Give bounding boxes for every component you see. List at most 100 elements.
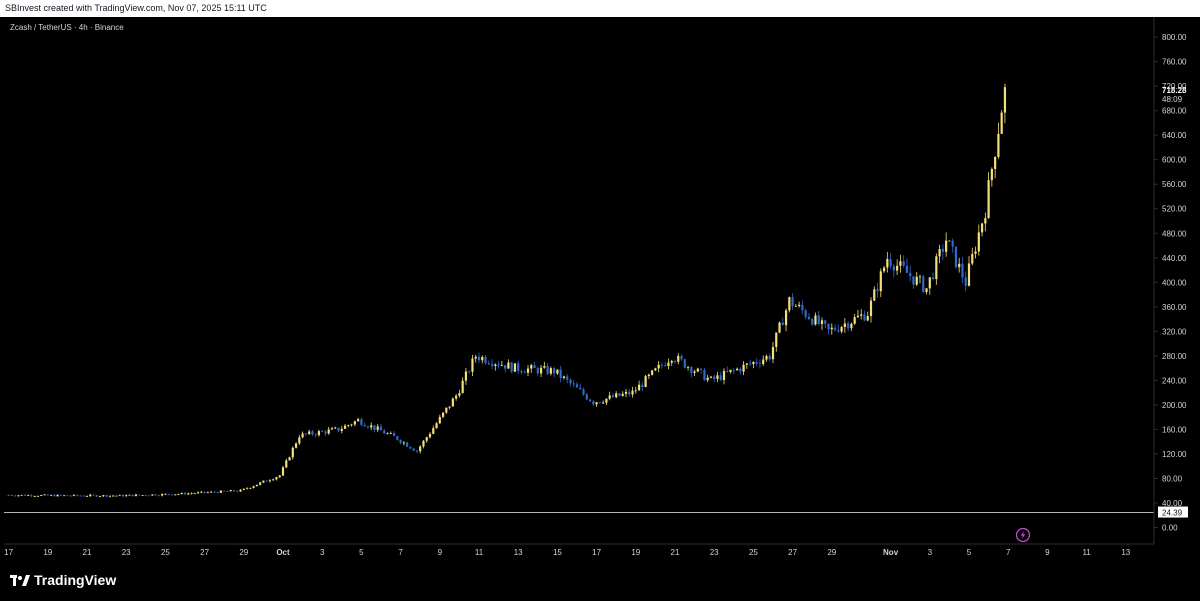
candle-up bbox=[249, 487, 252, 489]
symbol-label[interactable]: Zcash / TetherUS · 4h · Binance bbox=[10, 23, 124, 32]
candle-down bbox=[892, 266, 895, 271]
candle-down bbox=[415, 450, 419, 452]
candle-up bbox=[507, 362, 510, 369]
candle-up bbox=[108, 495, 111, 497]
candle-up bbox=[200, 491, 203, 493]
candle-up bbox=[112, 495, 115, 497]
candle-down bbox=[755, 362, 758, 364]
candle-up bbox=[455, 395, 458, 399]
lightning-icon[interactable] bbox=[1015, 527, 1031, 543]
candle-down bbox=[847, 323, 850, 329]
candle-down bbox=[14, 495, 17, 497]
candle-up bbox=[288, 457, 291, 461]
candle-up bbox=[386, 433, 389, 435]
candle-up bbox=[840, 327, 843, 332]
candle-down bbox=[46, 494, 49, 496]
candle-up bbox=[481, 356, 484, 361]
time-tick-label: 17 bbox=[4, 548, 13, 557]
candle-down bbox=[183, 492, 187, 495]
chart-frame[interactable]: 0.00 40.00 80.00 120.00 160.00 200.00 240.00 28… bbox=[4, 17, 1196, 562]
candle-up bbox=[451, 398, 454, 407]
time-axis[interactable]: 17 19 21 23 25 27 29 Oct 3 5 7 9 11 13 15 17 19 21 23 25 27 2… bbox=[4, 543, 1154, 557]
candle-up bbox=[161, 493, 164, 496]
price-chart[interactable]: 0.00 40.00 80.00 120.00 160.00 200.00 240.00 28… bbox=[4, 17, 1196, 562]
candle-down bbox=[719, 375, 722, 380]
candle-up bbox=[677, 355, 680, 362]
candle-down bbox=[922, 276, 925, 293]
candle-up bbox=[187, 493, 190, 495]
candle-up bbox=[262, 480, 265, 483]
candle-down bbox=[105, 495, 108, 497]
candle-up bbox=[775, 332, 778, 347]
candle-down bbox=[321, 431, 324, 432]
candle-up bbox=[670, 360, 673, 363]
price-tick-label: 440.00 bbox=[1162, 254, 1187, 263]
candle-up bbox=[56, 494, 59, 497]
price-tick-label: 520.00 bbox=[1162, 205, 1187, 214]
candle-up bbox=[272, 479, 275, 481]
candle-up bbox=[778, 322, 781, 333]
candle-up bbox=[141, 495, 144, 496]
candle-up bbox=[866, 316, 869, 321]
candle-down bbox=[92, 494, 95, 496]
candle-up bbox=[422, 440, 425, 447]
candle-up bbox=[693, 371, 696, 373]
candle-down bbox=[964, 277, 967, 286]
candle-down bbox=[487, 363, 490, 365]
candle-down bbox=[817, 315, 820, 324]
candle-up bbox=[464, 371, 468, 381]
candle-down bbox=[366, 426, 370, 428]
candle-up bbox=[494, 364, 497, 366]
candle-down bbox=[905, 265, 909, 273]
candle-up bbox=[428, 433, 432, 438]
candle-down bbox=[664, 365, 667, 367]
candle-up bbox=[40, 495, 43, 496]
candle-down bbox=[909, 272, 912, 277]
candle-up bbox=[350, 424, 353, 426]
candle-up bbox=[856, 315, 860, 318]
candle-up bbox=[984, 218, 987, 224]
candle-up bbox=[631, 390, 634, 395]
candle-down bbox=[641, 384, 644, 387]
candle-up bbox=[830, 327, 833, 330]
candle-up bbox=[788, 297, 791, 311]
candle-up bbox=[285, 460, 288, 468]
candle-up bbox=[899, 261, 902, 266]
candle-down bbox=[566, 376, 569, 380]
candle-down bbox=[23, 494, 27, 496]
candle-up bbox=[762, 359, 765, 364]
price-tick-label: 120.00 bbox=[1162, 450, 1187, 459]
candle-down bbox=[912, 276, 915, 285]
candle-up bbox=[419, 446, 422, 452]
price-tick-label: 200.00 bbox=[1162, 401, 1187, 410]
candle-up bbox=[115, 495, 118, 497]
candle-up bbox=[990, 168, 993, 181]
price-tick-label: 560.00 bbox=[1162, 180, 1187, 189]
candle-up bbox=[850, 323, 853, 329]
candle-up bbox=[275, 477, 278, 480]
candle-up bbox=[843, 323, 846, 328]
candle-down bbox=[324, 431, 327, 434]
footer: TradingView bbox=[0, 562, 1200, 601]
price-axis[interactable]: 0.00 40.00 80.00 120.00 160.00 200.00 240.00 28… bbox=[1153, 17, 1187, 544]
candle-down bbox=[824, 320, 827, 324]
candle-up bbox=[438, 416, 441, 424]
candle-down bbox=[157, 495, 160, 497]
tradingview-logo[interactable]: TradingView bbox=[10, 572, 116, 588]
candle-down bbox=[588, 399, 592, 402]
candle-up bbox=[435, 423, 438, 429]
time-tick-label: 25 bbox=[749, 548, 758, 557]
candle-down bbox=[484, 356, 487, 364]
candle-up bbox=[729, 369, 732, 372]
candle-up bbox=[239, 489, 242, 492]
time-tick-label: 7 bbox=[1006, 548, 1011, 557]
candle-up bbox=[637, 384, 641, 391]
candle-down bbox=[82, 495, 85, 497]
candle-down bbox=[611, 395, 615, 398]
candle-down bbox=[572, 383, 575, 385]
candle-up bbox=[860, 314, 863, 316]
candle-up bbox=[873, 289, 876, 301]
candle-up bbox=[771, 346, 775, 360]
time-tick-label: 17 bbox=[592, 548, 601, 557]
candle-down bbox=[121, 494, 125, 497]
